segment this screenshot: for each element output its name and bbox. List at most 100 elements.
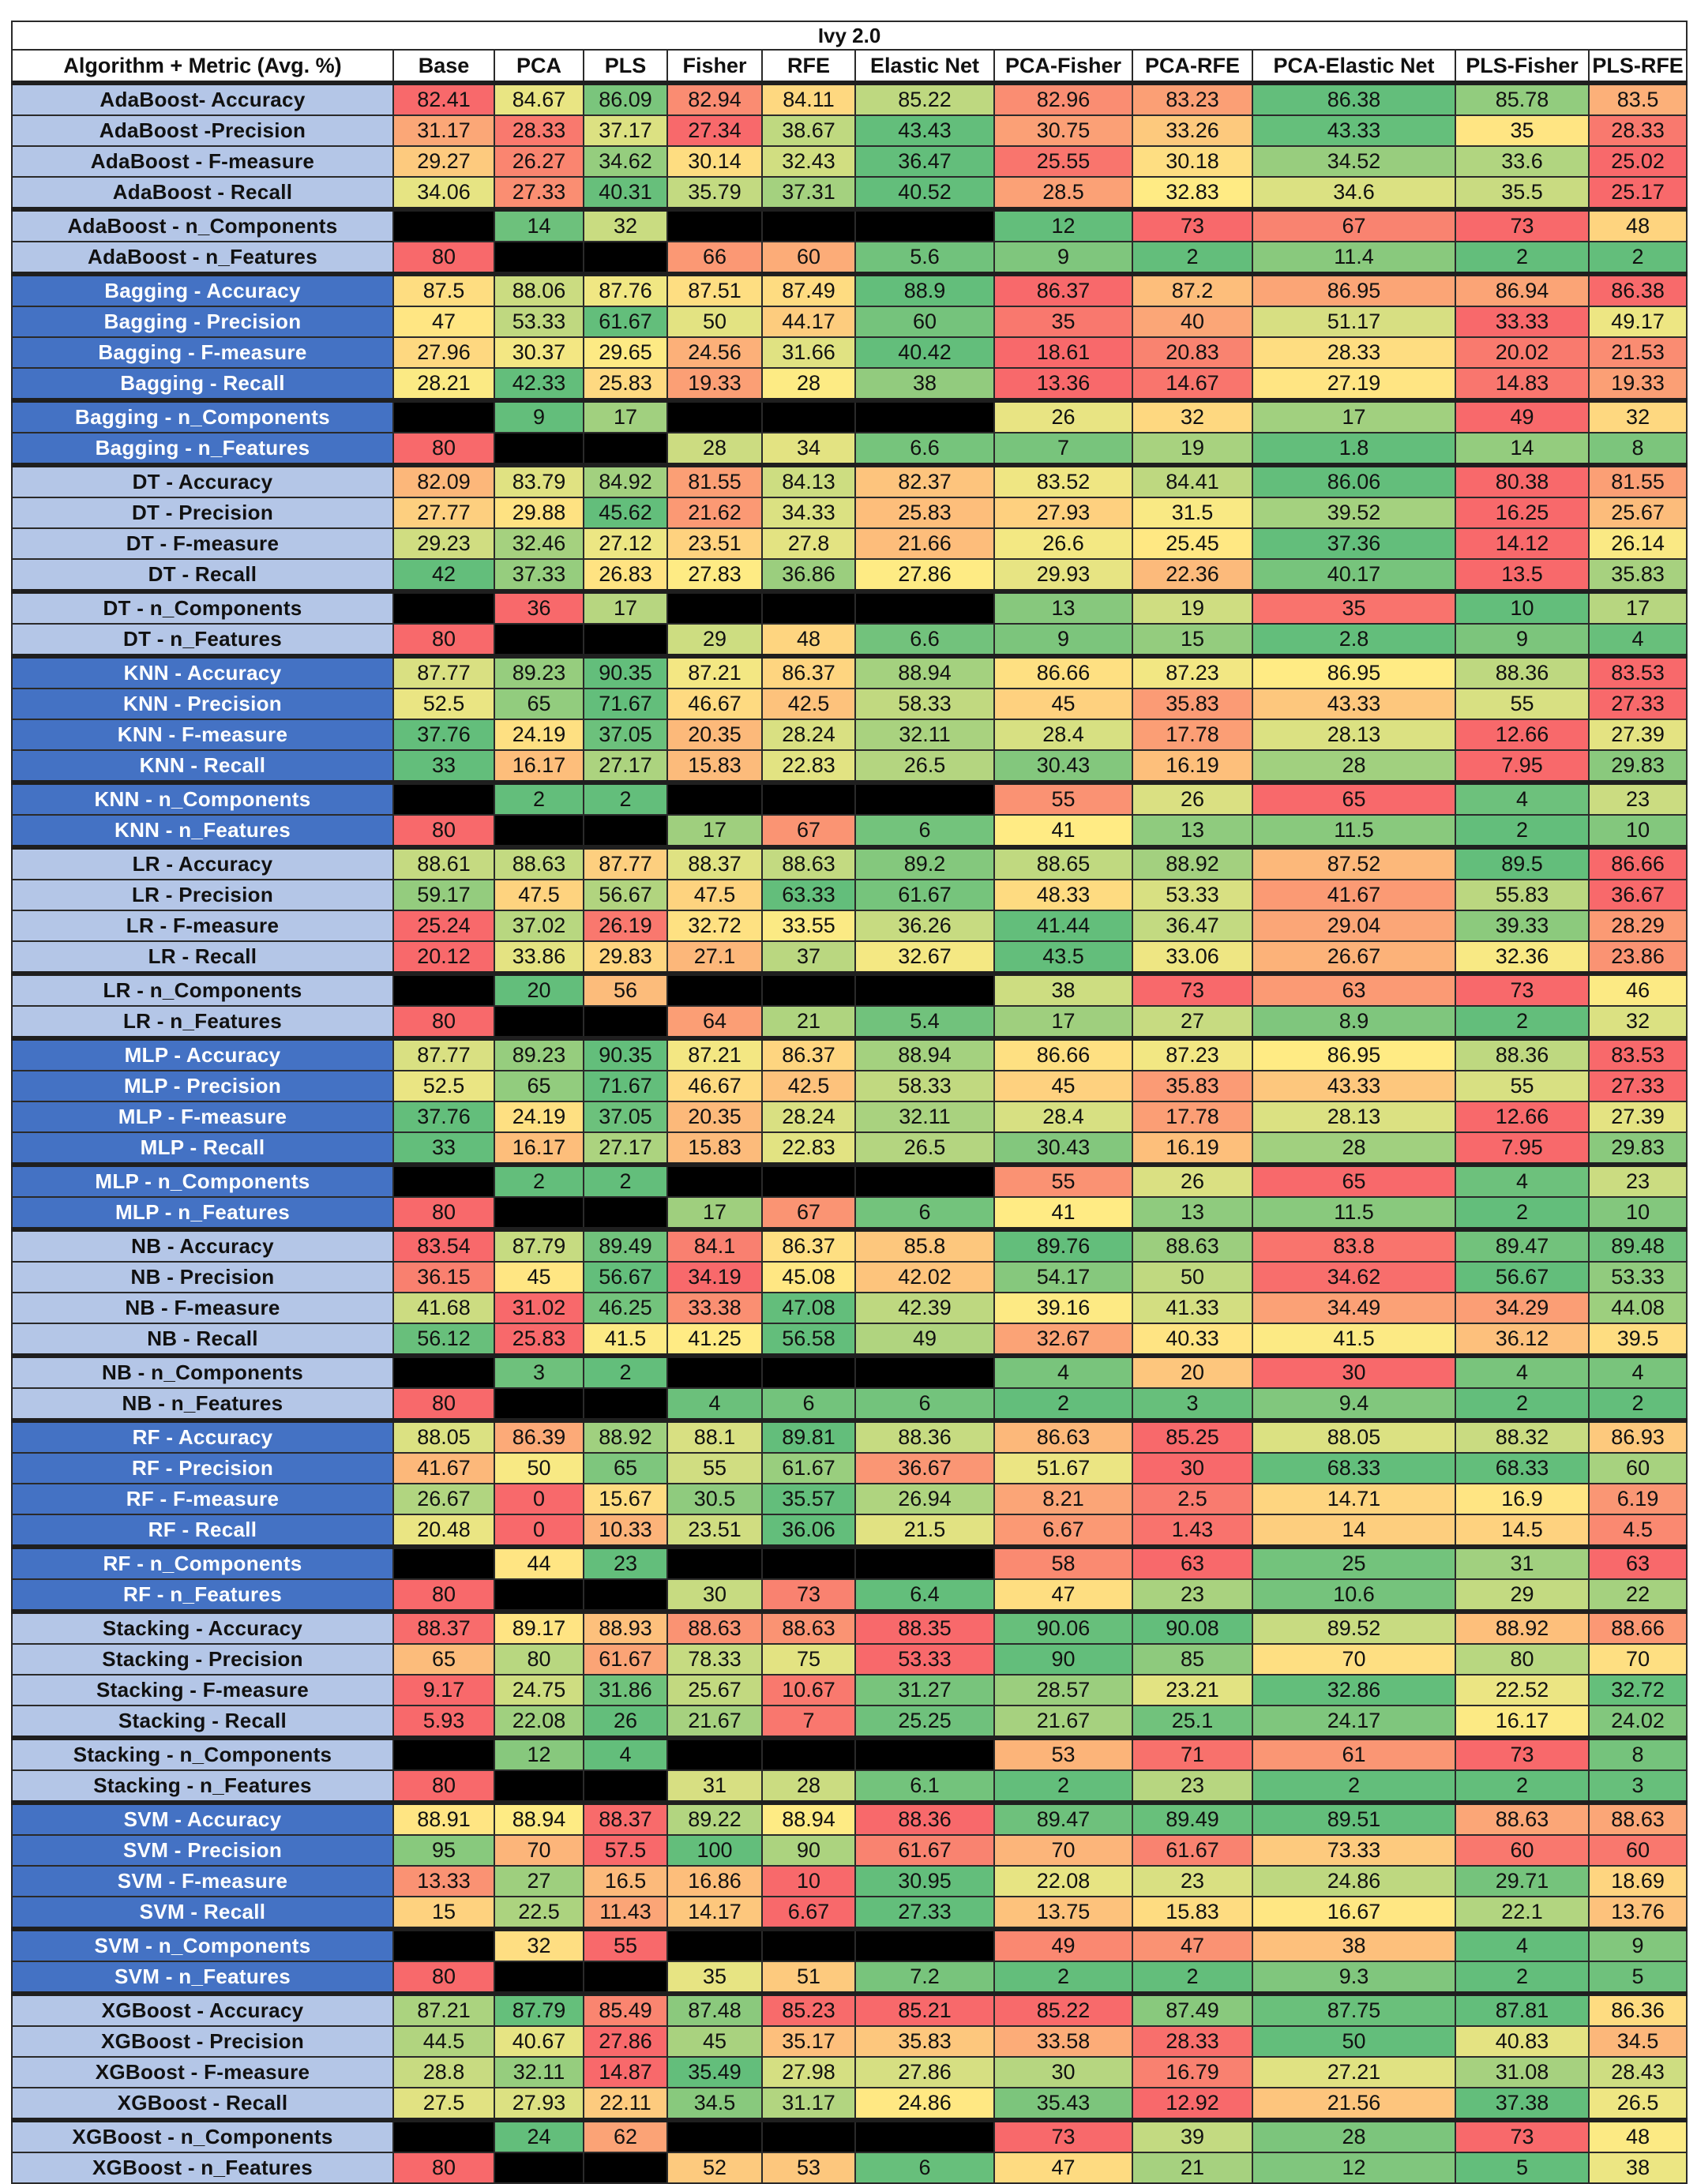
row-label: RF - n_Features bbox=[11, 1578, 394, 1612]
value-cell: 16.86 bbox=[666, 1865, 763, 1897]
value-cell: 31.17 bbox=[392, 114, 495, 147]
value-cell: 89.22 bbox=[666, 1800, 763, 1836]
value-cell: 78.33 bbox=[666, 1643, 763, 1676]
table-row: RF - F-measure 26.67 0 15.67 30.5 35.57 26.94 8… bbox=[11, 1483, 1688, 1515]
value-cell: 28 bbox=[761, 367, 856, 401]
value-cell: 51.17 bbox=[1252, 306, 1456, 338]
value-cell: 3 bbox=[1132, 1387, 1253, 1421]
value-cell: 43.33 bbox=[1252, 688, 1456, 720]
empty-cell bbox=[583, 1005, 668, 1039]
value-cell: 41.33 bbox=[1132, 1292, 1253, 1324]
value-cell: 36.47 bbox=[854, 145, 995, 178]
value-cell: 32.11 bbox=[494, 2056, 584, 2088]
value-cell: 35.83 bbox=[1587, 558, 1688, 592]
row-label: Stacking - n_Components bbox=[11, 1736, 394, 1771]
value-cell: 46.67 bbox=[666, 1070, 763, 1102]
value-cell: 27.8 bbox=[761, 527, 856, 560]
value-cell: 39.5 bbox=[1587, 1323, 1688, 1357]
table-row: DT - n_Components 36 17 13 19 35 10 17 bbox=[11, 589, 1688, 625]
value-cell: 42.39 bbox=[854, 1292, 995, 1324]
value-cell: 39.33 bbox=[1455, 910, 1590, 942]
value-cell: 2 bbox=[993, 1769, 1133, 1803]
row-label: NB - n_Components bbox=[11, 1353, 394, 1389]
table-row: AdaBoost -Precision 31.17 28.33 37.17 27.34 3… bbox=[11, 114, 1688, 147]
row-label: LR - F-measure bbox=[11, 910, 394, 942]
row-label: KNN - F-measure bbox=[11, 719, 394, 751]
value-cell: 88.65 bbox=[993, 845, 1133, 880]
value-cell: 23.86 bbox=[1587, 940, 1688, 974]
table-row: MLP - Precision 52.5 65 71.67 46.67 42.5 58.33… bbox=[11, 1070, 1688, 1102]
value-cell: 42.5 bbox=[761, 1070, 856, 1102]
row-label: DT - Accuracy bbox=[11, 463, 394, 498]
value-cell: 87.21 bbox=[666, 1036, 763, 1071]
value-cell: 24.19 bbox=[494, 1101, 584, 1133]
value-cell: 70 bbox=[1587, 1643, 1688, 1676]
value-cell: 41.25 bbox=[666, 1323, 763, 1357]
empty-cell bbox=[494, 432, 584, 466]
value-cell: 30.95 bbox=[854, 1865, 995, 1897]
empty-cell bbox=[854, 398, 995, 433]
value-cell: 80 bbox=[392, 241, 495, 275]
value-cell: 89.47 bbox=[1455, 1227, 1590, 1263]
value-cell: 51.67 bbox=[993, 1452, 1133, 1484]
value-cell: 45 bbox=[993, 688, 1133, 720]
value-cell: 13.75 bbox=[993, 1896, 1133, 1930]
value-cell: 73 bbox=[1455, 207, 1590, 242]
value-cell: 86.37 bbox=[761, 1227, 856, 1263]
row-label: LR - n_Components bbox=[11, 971, 394, 1007]
value-cell: 35.17 bbox=[761, 2025, 856, 2058]
value-cell: 2 bbox=[1455, 814, 1590, 848]
value-cell: 30 bbox=[993, 2056, 1133, 2088]
row-label: SVM - n_Features bbox=[11, 1961, 394, 1994]
value-cell: 80.38 bbox=[1455, 463, 1590, 498]
value-cell: 47 bbox=[1132, 1927, 1253, 1962]
value-cell: 17 bbox=[1252, 398, 1456, 433]
value-cell: 26.5 bbox=[1587, 2087, 1688, 2121]
value-cell: 89.5 bbox=[1455, 845, 1590, 880]
value-cell: 12 bbox=[494, 1736, 584, 1771]
value-cell: 61 bbox=[1252, 1736, 1456, 1771]
empty-cell bbox=[583, 241, 668, 275]
value-cell: 2 bbox=[1455, 1005, 1590, 1039]
value-cell: 88.92 bbox=[1455, 1609, 1590, 1645]
value-cell: 89.76 bbox=[993, 1227, 1133, 1263]
value-cell: 56.58 bbox=[761, 1323, 856, 1357]
value-cell: 90.06 bbox=[993, 1609, 1133, 1645]
value-cell: 43.33 bbox=[1252, 114, 1456, 147]
column-header: PCA-Fisher bbox=[993, 49, 1133, 84]
value-cell: 35.57 bbox=[761, 1483, 856, 1515]
value-cell: 6.67 bbox=[761, 1896, 856, 1930]
value-cell: 80 bbox=[392, 1387, 495, 1421]
empty-cell bbox=[666, 589, 763, 625]
table-row: KNN - F-measure 37.76 24.19 37.05 20.35 28.24… bbox=[11, 719, 1688, 751]
value-cell: 34.62 bbox=[583, 145, 668, 178]
value-cell: 17.78 bbox=[1132, 719, 1253, 751]
value-cell: 26.5 bbox=[854, 749, 995, 783]
value-cell: 4 bbox=[1455, 1927, 1590, 1962]
row-label: MLP - Recall bbox=[11, 1131, 394, 1165]
empty-cell bbox=[666, 1927, 763, 1962]
value-cell: 9 bbox=[494, 398, 584, 433]
row-label: RF - F-measure bbox=[11, 1483, 394, 1515]
value-cell: 80 bbox=[494, 1643, 584, 1676]
value-cell: 52 bbox=[666, 2152, 763, 2184]
value-cell: 73 bbox=[1455, 1736, 1590, 1771]
value-cell: 28 bbox=[761, 1769, 856, 1803]
value-cell: 30.18 bbox=[1132, 145, 1253, 178]
value-cell: 42 bbox=[392, 558, 495, 592]
value-cell: 80 bbox=[392, 1005, 495, 1039]
value-cell: 19.33 bbox=[1587, 367, 1688, 401]
value-cell: 50 bbox=[666, 306, 763, 338]
value-cell: 40.31 bbox=[583, 176, 668, 210]
value-cell: 28 bbox=[666, 432, 763, 466]
empty-cell bbox=[583, 1387, 668, 1421]
value-cell: 28.33 bbox=[1587, 114, 1688, 147]
value-cell: 88.93 bbox=[583, 1609, 668, 1645]
value-cell: 71.67 bbox=[583, 1070, 668, 1102]
value-cell: 2.5 bbox=[1132, 1483, 1253, 1515]
value-cell: 19 bbox=[1132, 589, 1253, 625]
value-cell: 40.33 bbox=[1132, 1323, 1253, 1357]
value-cell: 87.23 bbox=[1132, 654, 1253, 689]
row-label: SVM - F-measure bbox=[11, 1865, 394, 1897]
value-cell: 25.83 bbox=[854, 497, 995, 529]
